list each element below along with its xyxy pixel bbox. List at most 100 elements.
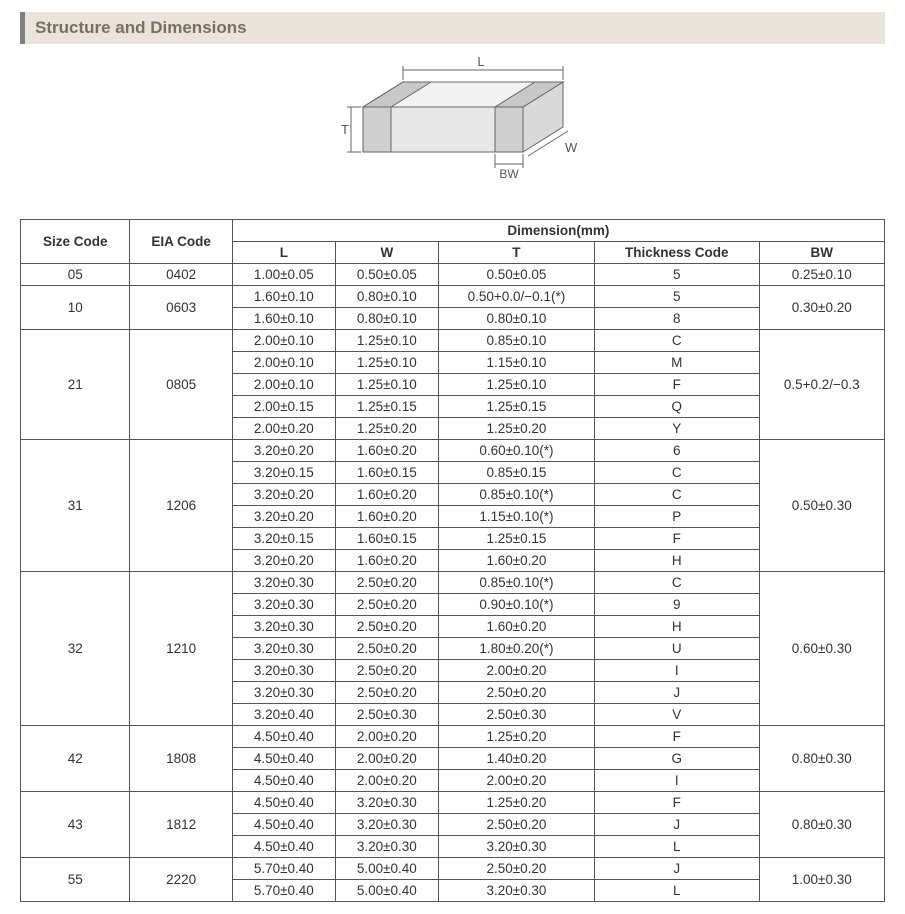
cell-T: 0.50±0.05: [438, 264, 594, 286]
cell-bw: 1.00±0.30: [759, 858, 884, 902]
col-eia-code: EIA Code: [130, 220, 232, 264]
cell-eia-code: 0603: [130, 286, 232, 330]
cell-bw: 0.30±0.20: [759, 286, 884, 330]
cell-tc: I: [594, 770, 759, 792]
cell-T: 1.25±0.10: [438, 374, 594, 396]
cell-L: 2.00±0.20: [232, 418, 335, 440]
cell-T: 1.15±0.10: [438, 352, 594, 374]
cell-W: 1.60±0.15: [335, 462, 438, 484]
cell-T: 1.25±0.20: [438, 726, 594, 748]
cell-L: 5.70±0.40: [232, 880, 335, 902]
cell-L: 1.00±0.05: [232, 264, 335, 286]
cell-T: 2.50±0.30: [438, 704, 594, 726]
cell-L: 3.20±0.30: [232, 660, 335, 682]
cell-W: 1.25±0.10: [335, 330, 438, 352]
cell-size-code: 43: [21, 792, 130, 858]
cell-W: 2.50±0.20: [335, 616, 438, 638]
cell-size-code: 31: [21, 440, 130, 572]
cell-W: 3.20±0.30: [335, 792, 438, 814]
cell-L: 4.50±0.40: [232, 792, 335, 814]
cell-W: 1.60±0.20: [335, 506, 438, 528]
cell-tc: C: [594, 572, 759, 594]
cell-L: 3.20±0.20: [232, 440, 335, 462]
cell-W: 2.50±0.30: [335, 704, 438, 726]
cell-L: 3.20±0.30: [232, 638, 335, 660]
cell-tc: J: [594, 682, 759, 704]
cell-L: 2.00±0.15: [232, 396, 335, 418]
table-row: 4218084.50±0.402.00±0.201.25±0.20F0.80±0…: [21, 726, 885, 748]
cell-W: 1.60±0.20: [335, 484, 438, 506]
cell-tc: Q: [594, 396, 759, 418]
col-dimension-group: Dimension(mm): [232, 220, 884, 242]
table-row: 3212103.20±0.302.50±0.200.85±0.10(*)C0.6…: [21, 572, 885, 594]
cell-T: 3.20±0.30: [438, 880, 594, 902]
cell-W: 2.00±0.20: [335, 770, 438, 792]
cell-L: 4.50±0.40: [232, 836, 335, 858]
cell-tc: 9: [594, 594, 759, 616]
table-header: Size Code EIA Code Dimension(mm) L W T T…: [21, 220, 885, 264]
cell-T: 2.50±0.20: [438, 858, 594, 880]
cell-T: 2.50±0.20: [438, 814, 594, 836]
diagram-label-L: L: [477, 54, 484, 69]
cell-L: 3.20±0.30: [232, 616, 335, 638]
cell-L: 4.50±0.40: [232, 770, 335, 792]
cell-T: 1.25±0.15: [438, 396, 594, 418]
cell-L: 2.00±0.10: [232, 352, 335, 374]
cell-L: 3.20±0.15: [232, 462, 335, 484]
table-row: 3112063.20±0.201.60±0.200.60±0.10(*)60.5…: [21, 440, 885, 462]
cell-T: 1.25±0.20: [438, 418, 594, 440]
cell-W: 3.20±0.30: [335, 836, 438, 858]
cell-W: 3.20±0.30: [335, 814, 438, 836]
cell-T: 0.60±0.10(*): [438, 440, 594, 462]
cell-T: 1.25±0.15: [438, 528, 594, 550]
col-T: T: [438, 242, 594, 264]
cell-tc: J: [594, 814, 759, 836]
cell-size-code: 05: [21, 264, 130, 286]
col-L: L: [232, 242, 335, 264]
cell-tc: J: [594, 858, 759, 880]
cell-W: 5.00±0.40: [335, 858, 438, 880]
cell-eia-code: 0402: [130, 264, 232, 286]
col-W: W: [335, 242, 438, 264]
cell-eia-code: 1210: [130, 572, 232, 726]
table-row: 4318124.50±0.403.20±0.301.25±0.20F0.80±0…: [21, 792, 885, 814]
cell-size-code: 42: [21, 726, 130, 792]
cell-L: 4.50±0.40: [232, 726, 335, 748]
cell-tc: F: [594, 726, 759, 748]
cell-tc: F: [594, 528, 759, 550]
cell-W: 1.60±0.20: [335, 550, 438, 572]
diagram-label-W: W: [565, 140, 578, 155]
cell-L: 3.20±0.30: [232, 682, 335, 704]
cell-eia-code: 2220: [130, 858, 232, 902]
cell-T: 0.80±0.10: [438, 308, 594, 330]
cell-size-code: 32: [21, 572, 130, 726]
dimensions-table: Size Code EIA Code Dimension(mm) L W T T…: [20, 219, 885, 902]
cell-T: 2.00±0.20: [438, 660, 594, 682]
cell-tc: M: [594, 352, 759, 374]
cell-W: 5.00±0.40: [335, 880, 438, 902]
cell-tc: Y: [594, 418, 759, 440]
col-BW: BW: [759, 242, 884, 264]
cell-W: 1.25±0.10: [335, 374, 438, 396]
cell-W: 1.60±0.15: [335, 528, 438, 550]
cell-L: 3.20±0.20: [232, 506, 335, 528]
cell-W: 2.50±0.20: [335, 572, 438, 594]
cell-W: 0.50±0.05: [335, 264, 438, 286]
cell-W: 2.50±0.20: [335, 638, 438, 660]
cell-tc: L: [594, 836, 759, 858]
cell-T: 3.20±0.30: [438, 836, 594, 858]
cell-W: 0.80±0.10: [335, 308, 438, 330]
cell-L: 2.00±0.10: [232, 374, 335, 396]
cell-eia-code: 1206: [130, 440, 232, 572]
cell-T: 1.40±0.20: [438, 748, 594, 770]
cell-L: 3.20±0.20: [232, 484, 335, 506]
cell-tc: 5: [594, 264, 759, 286]
cell-W: 1.25±0.20: [335, 418, 438, 440]
cell-tc: C: [594, 462, 759, 484]
cell-T: 0.85±0.10: [438, 330, 594, 352]
cell-L: 1.60±0.10: [232, 286, 335, 308]
diagram-label-BW: BW: [499, 167, 519, 181]
table-body: 0504021.00±0.050.50±0.050.50±0.0550.25±0…: [21, 264, 885, 902]
cell-T: 0.85±0.10(*): [438, 484, 594, 506]
cell-T: 0.90±0.10(*): [438, 594, 594, 616]
